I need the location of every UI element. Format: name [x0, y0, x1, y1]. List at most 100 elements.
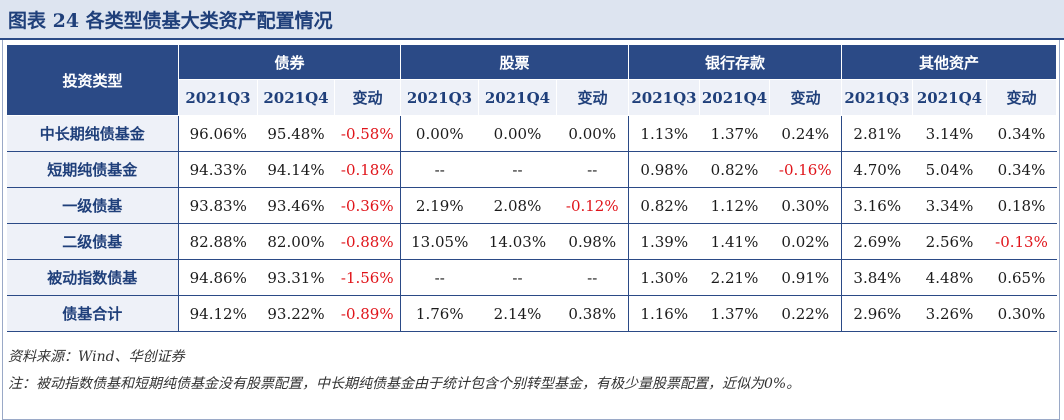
- table-cell: 94.14%: [257, 151, 335, 188]
- table-cell: 0.00%: [400, 115, 479, 152]
- table-cell: -0.89%: [334, 295, 401, 332]
- table-cell: 93.22%: [257, 295, 335, 332]
- table-cell: 0.34%: [986, 115, 1057, 152]
- table-cell: 2.21%: [699, 259, 770, 296]
- table-cell: -0.88%: [334, 223, 401, 260]
- table-cell: 0.98%: [628, 151, 700, 188]
- table-row: 被动指数债基 94.86% 93.31% -1.56% -- -- -- 1.30% 2.21%…: [6, 259, 1057, 296]
- table-cell: 2.08%: [478, 187, 557, 224]
- table-cell: 5.04%: [912, 151, 987, 188]
- group-header-bonds: 债券: [178, 44, 401, 80]
- table-cell: 1.37%: [699, 295, 770, 332]
- table-cell: 0.82%: [628, 187, 700, 224]
- subheader-cell: 2021Q3: [400, 79, 479, 116]
- row-label: 短期纯债基金: [6, 151, 179, 188]
- table-cell: 0.18%: [986, 187, 1057, 224]
- table-cell: 14.03%: [478, 223, 557, 260]
- group-header-deposits: 银行存款: [628, 44, 842, 80]
- table-cell: 0.02%: [769, 223, 842, 260]
- table-cell: 3.16%: [841, 187, 913, 224]
- subheader-cell: 变动: [769, 79, 842, 116]
- chart-title: 图表 24 各类型债基大类资产配置情况: [8, 10, 333, 32]
- table-cell: 1.30%: [628, 259, 700, 296]
- table-cell: 1.76%: [400, 295, 479, 332]
- table-cell: 93.83%: [178, 187, 258, 224]
- table-cell: 0.82%: [699, 151, 770, 188]
- table-cell: 4.48%: [912, 259, 987, 296]
- table-cell: 95.48%: [257, 115, 335, 152]
- table-cell: 93.46%: [257, 187, 335, 224]
- table-body: 中长期纯债基金 96.06% 95.48% -0.58% 0.00% 0.00% 0.00%…: [6, 115, 1057, 332]
- table-cell: 4.70%: [841, 151, 913, 188]
- table-cell: 94.12%: [178, 295, 258, 332]
- table-cell: 2.96%: [841, 295, 913, 332]
- table-row: 短期纯债基金 94.33% 94.14% -0.18% -- -- -- 0.98% 0.82%…: [6, 151, 1057, 188]
- subheader-cell: 2021Q4: [257, 79, 335, 116]
- table-cell: 0.00%: [478, 115, 557, 152]
- table-row: 中长期纯债基金 96.06% 95.48% -0.58% 0.00% 0.00% 0.00%…: [6, 115, 1057, 152]
- table-cell: --: [556, 259, 629, 296]
- table-cell: 1.13%: [628, 115, 700, 152]
- table-cell: 96.06%: [178, 115, 258, 152]
- table-cell: 1.39%: [628, 223, 700, 260]
- table-cell: 0.30%: [769, 187, 842, 224]
- table-cell: -0.36%: [334, 187, 401, 224]
- row-label: 二级债基: [6, 223, 179, 260]
- footnote: 注：被动指数债基和短期纯债基金没有股票配置，中长期纯债基金由于统计包含个别转型基…: [8, 376, 801, 392]
- subheader-cell: 2021Q4: [478, 79, 557, 116]
- table-row: 债基合计 94.12% 93.22% -0.89% 1.76% 2.14% 0.38% 1.1…: [6, 295, 1057, 332]
- subheader-cell: 变动: [334, 79, 401, 116]
- table-cell: 2.69%: [841, 223, 913, 260]
- table-cell: -1.56%: [334, 259, 401, 296]
- table-cell: -0.16%: [769, 151, 842, 188]
- source-note: 资料来源：Wind、华创证券: [8, 349, 185, 365]
- subheader-cell: 2021Q4: [912, 79, 987, 116]
- table-cell: 82.88%: [178, 223, 258, 260]
- row-label: 一级债基: [6, 187, 179, 224]
- table-cell: --: [400, 151, 479, 188]
- table-cell: 2.14%: [478, 295, 557, 332]
- table-cell: 1.12%: [699, 187, 770, 224]
- group-header-other: 其他资产: [841, 44, 1057, 80]
- table-cell: 1.41%: [699, 223, 770, 260]
- table-cell: 0.34%: [986, 151, 1057, 188]
- table-cell: 3.14%: [912, 115, 987, 152]
- corner-header: 投资类型: [6, 44, 179, 116]
- table-cell: 94.86%: [178, 259, 258, 296]
- table-cell: 3.34%: [912, 187, 987, 224]
- table-cell: 94.33%: [178, 151, 258, 188]
- table-cell: 3.26%: [912, 295, 987, 332]
- table-cell: -0.18%: [334, 151, 401, 188]
- table-cell: 82.00%: [257, 223, 335, 260]
- table-cell: 2.56%: [912, 223, 987, 260]
- allocation-table: 投资类型 债券 股票 银行存款 其他资产 2021Q3 2021Q4 变动 2021Q…: [6, 44, 1057, 332]
- table-cell: -0.13%: [986, 223, 1057, 260]
- table-cell: 0.00%: [556, 115, 629, 152]
- table-cell: --: [478, 151, 557, 188]
- subheader-cell: 2021Q3: [841, 79, 913, 116]
- subheader-cell: 2021Q4: [699, 79, 770, 116]
- table-cell: -0.58%: [334, 115, 401, 152]
- table-cell: 13.05%: [400, 223, 479, 260]
- table-cell: 93.31%: [257, 259, 335, 296]
- row-label: 中长期纯债基金: [6, 115, 179, 152]
- table-cell: -0.12%: [556, 187, 629, 224]
- table-cell: 3.84%: [841, 259, 913, 296]
- table-cell: 2.19%: [400, 187, 479, 224]
- table-cell: 2.81%: [841, 115, 913, 152]
- table-cell: 0.65%: [986, 259, 1057, 296]
- table-head: 投资类型 债券 股票 银行存款 其他资产 2021Q3 2021Q4 变动 2021Q…: [6, 44, 1057, 116]
- table-cell: 0.91%: [769, 259, 842, 296]
- table-cell: 1.16%: [628, 295, 700, 332]
- table-cell: 1.37%: [699, 115, 770, 152]
- table-cell: 0.22%: [769, 295, 842, 332]
- subheader-cell: 变动: [986, 79, 1057, 116]
- subheader-cell: 2021Q3: [178, 79, 258, 116]
- table-cell: 0.38%: [556, 295, 629, 332]
- subheader-cell: 2021Q3: [628, 79, 700, 116]
- table-cell: --: [556, 151, 629, 188]
- title-bar: 图表 24 各类型债基大类资产配置情况: [0, 0, 1064, 40]
- table-cell: 0.98%: [556, 223, 629, 260]
- table-cell: 0.30%: [986, 295, 1057, 332]
- subheader-cell: 变动: [556, 79, 629, 116]
